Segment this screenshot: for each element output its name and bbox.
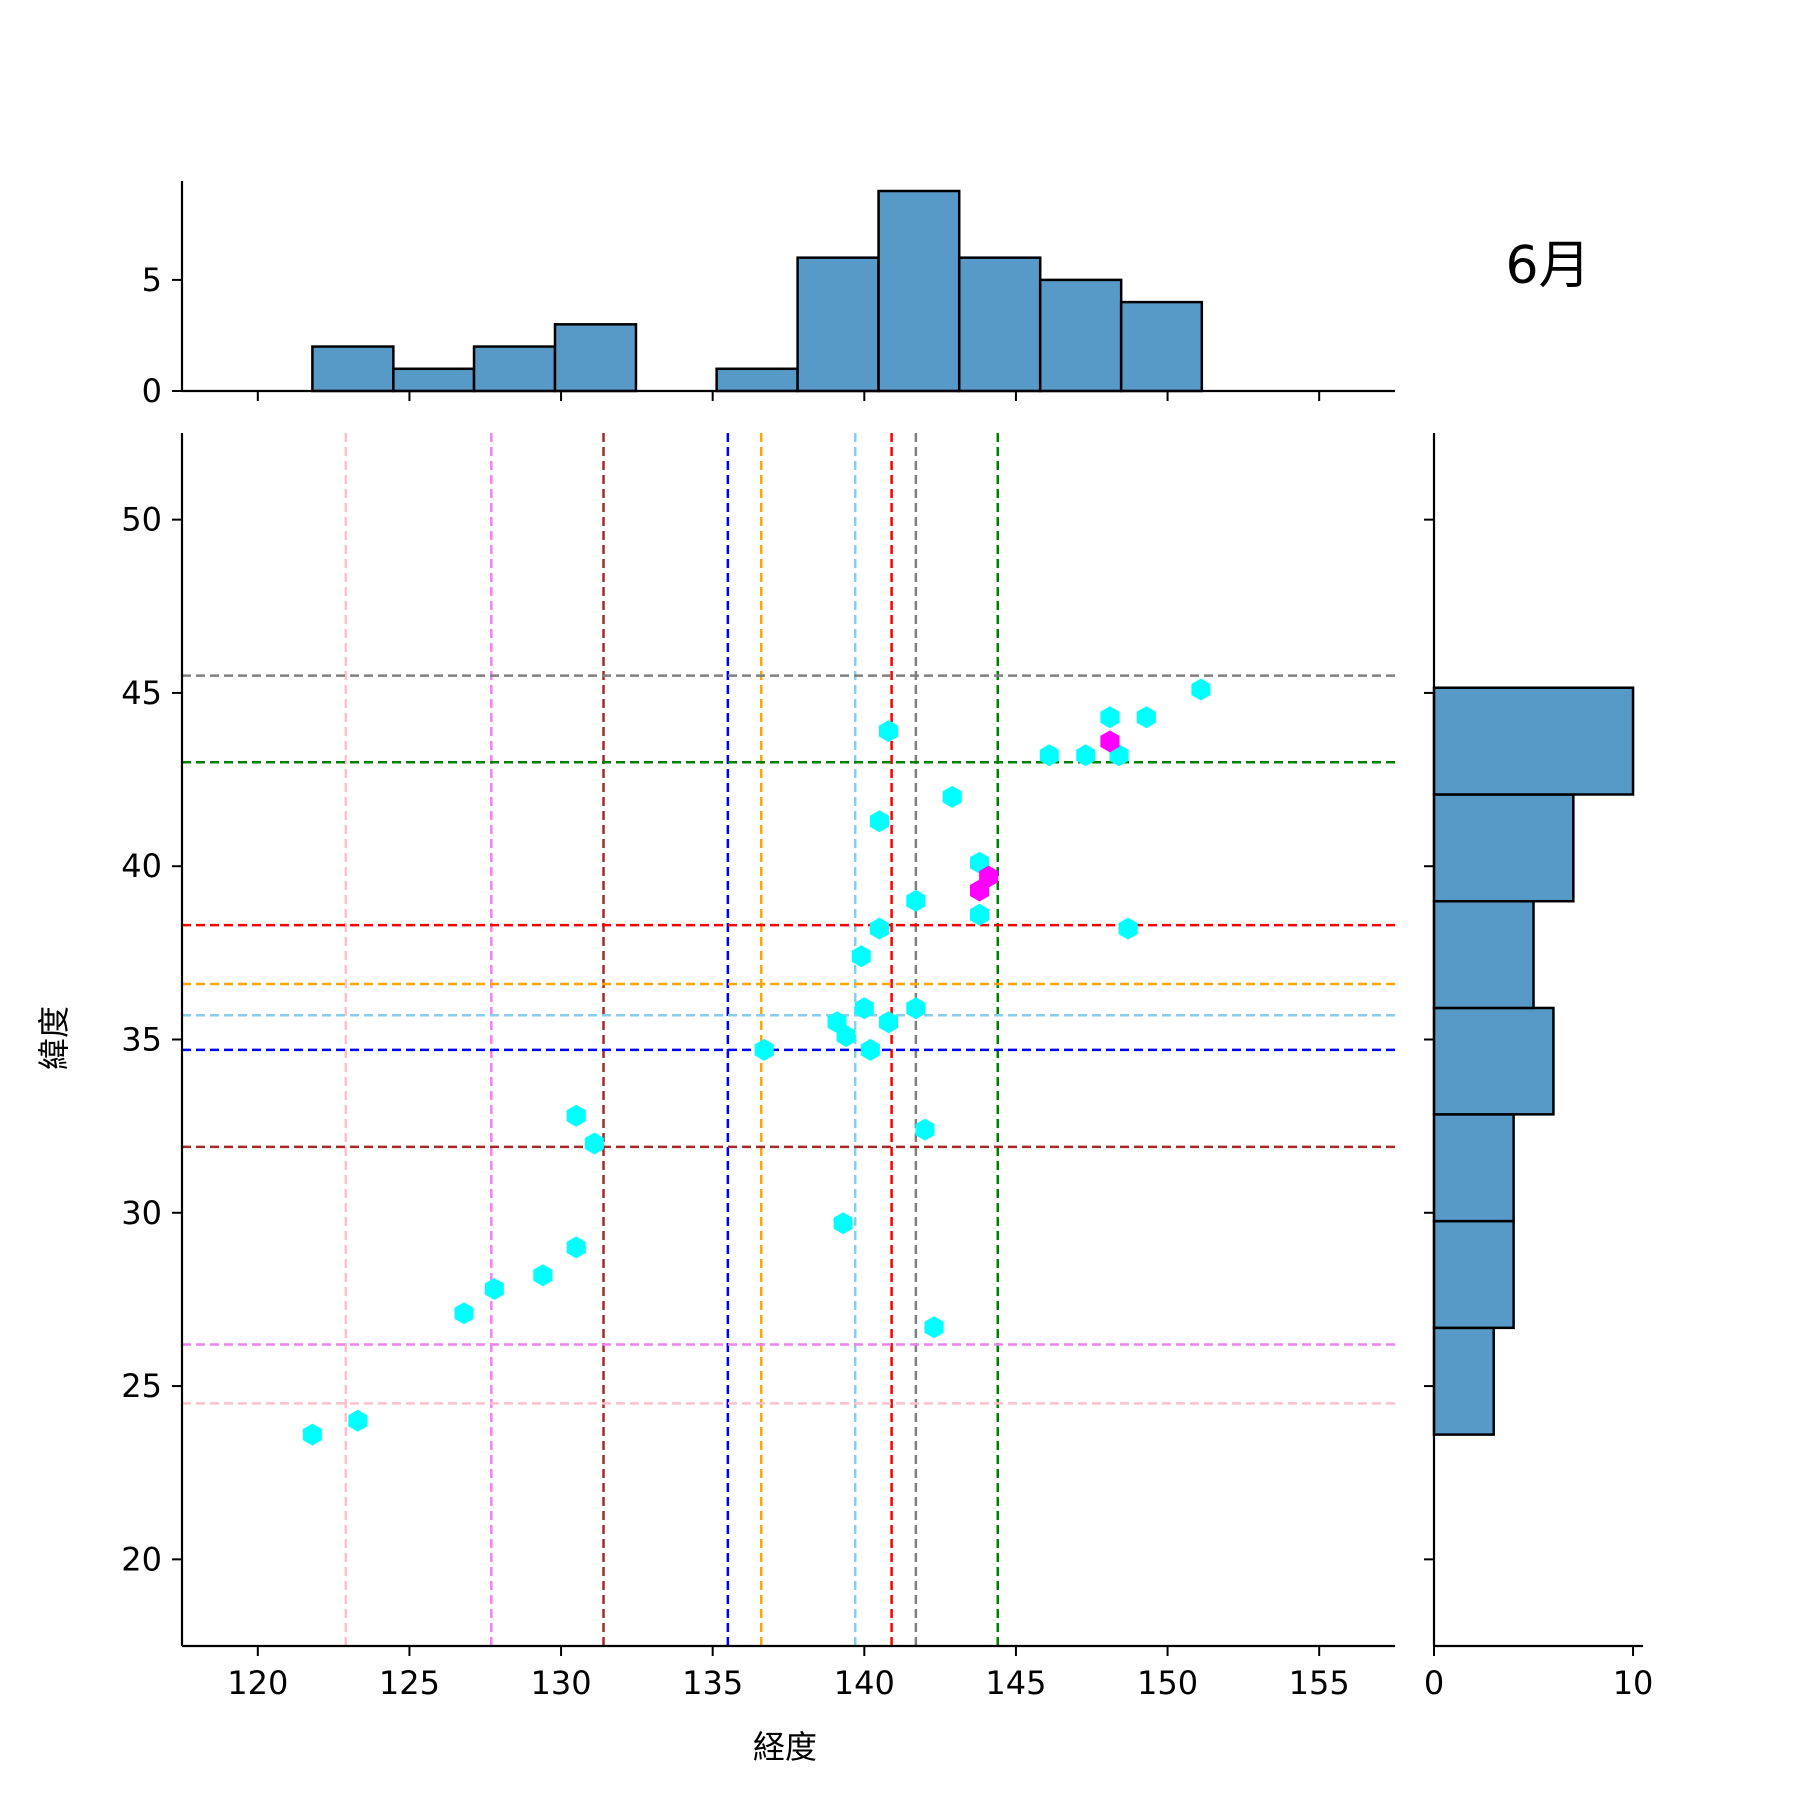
hexbin-cell [1118,917,1138,940]
hexbin-cell [566,1236,586,1259]
top-hist-bar [553,323,638,393]
hexbin-cell [851,945,871,968]
right-hist-x-tick-label: 0 [1424,1664,1444,1702]
hexbin-cell [942,785,962,808]
hexbin-cell [879,1011,899,1034]
hexbin-cell [879,720,899,743]
hexbin-cell [484,1278,504,1300]
top-hist-bar [715,367,799,393]
top-hist-bar [311,345,395,393]
y-tick-label: 30 [121,1194,162,1232]
hexbin-cell [533,1264,553,1287]
hexbin-cell [302,1423,322,1446]
hexbin-cell [1136,706,1156,729]
x-axis-label: 経度 [753,1728,817,1766]
right-hist-bar [1432,686,1635,796]
right-hist-bar [1432,793,1575,903]
top-hist-bar [472,345,557,393]
hexbin-cell-dense [979,865,999,888]
hexbin-cell [869,917,889,940]
hexbin-cell-dense [1100,730,1120,753]
main-axes: 120 125 130 135 140 145 150 155 20 25 30 35 40 45 50 [121,433,1395,1702]
hexbin-cell [1100,706,1120,729]
x-tick-label: 120 [227,1664,288,1702]
main-hexbin-points [302,678,1211,1446]
hexbin-cell [454,1302,474,1325]
y-tick-label: 35 [121,1021,162,1059]
x-tick-label: 130 [531,1664,592,1702]
hexbin-cell [924,1316,944,1339]
y-tick-label: 50 [121,501,162,539]
top-hist-bar [392,367,476,393]
y-tick-label: 25 [121,1367,162,1405]
x-tick-label: 150 [1137,1664,1198,1702]
hexbin-cell [970,903,990,926]
top-hist-y-tick-label: 5 [142,261,162,299]
top-hist-bar [877,189,961,393]
y-tick-label: 45 [121,674,162,712]
y-tick-label: 40 [121,847,162,885]
x-tick-label: 135 [682,1664,743,1702]
hexbin-cell [869,810,889,833]
hexbin-cell [915,1118,935,1141]
hexbin-cell [348,1409,368,1432]
main-reference-lines [182,433,1395,1646]
x-tick-label: 140 [834,1664,895,1702]
top-hist-bar [957,256,1042,393]
hexbin-cell [836,1025,856,1047]
hexbin-cell [854,997,874,1020]
hexbin-cell [906,889,926,912]
hexbin-cell [1039,744,1059,767]
x-tick-label: 145 [985,1664,1046,1702]
hexbin-cell [833,1212,853,1235]
y-tick-label: 20 [121,1540,162,1578]
right-hist-bar [1432,1113,1515,1223]
chart-title: 6月 [1505,236,1590,296]
top-hist-y-tick-label: 0 [142,372,162,410]
right-hist-x-tick-label: 10 [1613,1664,1654,1702]
hexbin-cell [906,997,926,1020]
top-hist-bar [796,256,880,393]
right-hist-bar [1432,899,1535,1010]
right-marginal-histogram: 0 10 [1424,433,1654,1702]
hexbin-cell [584,1132,604,1155]
x-tick-label: 125 [379,1664,440,1702]
y-axis-label: 緯度 [35,1006,73,1070]
hexbin-cell [566,1104,586,1127]
top-marginal-histogram: 05 [142,181,1395,410]
right-hist-bar [1432,1219,1515,1330]
hexbin-cell [1076,744,1096,767]
hexbin-cell [860,1038,880,1061]
top-hist-bar [1119,300,1204,393]
right-hist-bar [1432,1326,1495,1436]
top-hist-bar [1038,278,1123,393]
hexbin-cell [754,1038,774,1061]
right-hist-bar [1432,1006,1555,1116]
hexbin-cell [1191,678,1211,701]
x-tick-label: 155 [1289,1664,1350,1702]
